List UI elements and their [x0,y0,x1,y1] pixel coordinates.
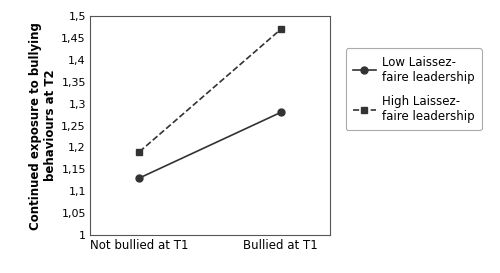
High Laissez-
faire leadership [278,28,283,31]
High Laissez-
faire leadership [136,150,142,153]
Y-axis label: Continued exposure to bullying
behaviours at T2: Continued exposure to bullying behaviour… [29,22,57,230]
Line: High Laissez-
faire leadership: High Laissez- faire leadership [136,26,284,155]
Low Laissez-
faire leadership [136,176,142,180]
Legend: Low Laissez-
faire leadership, High Laissez-
faire leadership: Low Laissez- faire leadership, High Lais… [346,49,482,130]
Low Laissez-
faire leadership [278,111,283,114]
Line: Low Laissez-
faire leadership: Low Laissez- faire leadership [136,109,284,182]
